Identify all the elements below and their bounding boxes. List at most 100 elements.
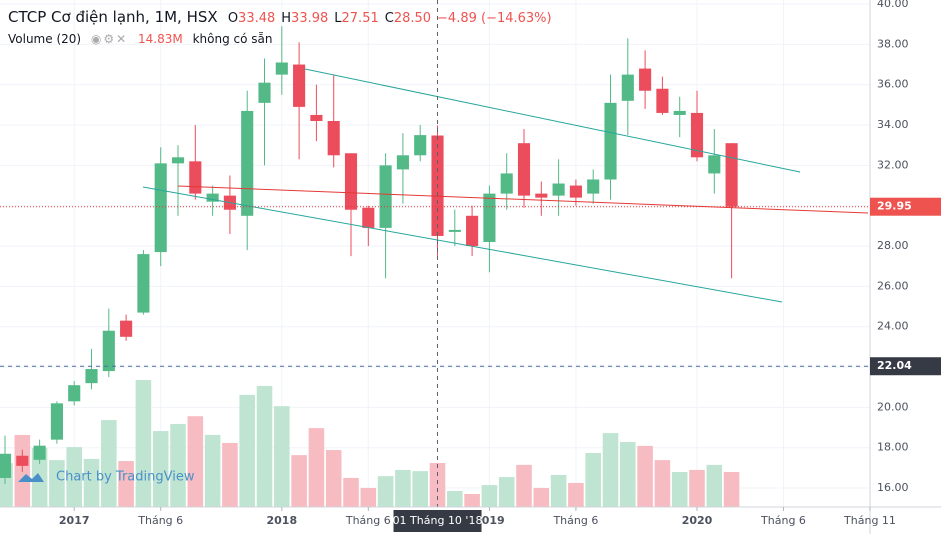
trend-line (142, 186, 783, 303)
candle-body (621, 74, 634, 101)
volume-bar (602, 433, 619, 507)
candle-body (448, 229, 461, 232)
volume-bar (723, 471, 740, 507)
candle-body (327, 121, 340, 156)
volume-bar (377, 476, 394, 507)
volume-bar (689, 469, 705, 507)
volume-bar (550, 474, 567, 507)
candle-body (137, 254, 150, 313)
y-tick-label: 36.00 (877, 78, 909, 91)
candle-body (0, 453, 12, 478)
x-tick-label: 2017 (59, 514, 90, 527)
volume-bar (291, 455, 307, 507)
volume-bar (49, 460, 65, 507)
candle-body (604, 102, 617, 180)
x-tick-label: 2018 (266, 514, 297, 527)
y-tick-label: 18.00 (877, 441, 909, 454)
candle-body (68, 385, 81, 402)
candle-body (241, 110, 254, 216)
candles (0, 26, 738, 485)
candle-body (50, 403, 63, 440)
y-tick-label: 28.00 (877, 239, 909, 252)
volume-bar (447, 490, 463, 507)
candle-body (85, 369, 98, 384)
candle-body (639, 68, 652, 91)
value: 27.51 (341, 11, 379, 26)
volume-bar (395, 469, 411, 507)
y-tick-label: 26.00 (877, 279, 909, 292)
volume-bar (343, 477, 359, 507)
candle-body (344, 153, 358, 210)
trend-line (304, 68, 801, 173)
candle-body (708, 155, 721, 174)
axes: 16.0018.0020.0022.0024.0026.0028.0030.00… (59, 0, 941, 532)
candle-body (362, 207, 375, 228)
candle-body (587, 179, 600, 194)
volume-bar (204, 434, 221, 507)
y-tick-label: 16.00 (877, 481, 909, 494)
x-tick-label: Tháng 6 (552, 514, 598, 527)
x-tick-label: Tháng 11 (843, 514, 896, 527)
y-tick-label: 24.00 (877, 320, 909, 333)
candle-body (535, 193, 548, 198)
volume-bar (637, 445, 653, 507)
watermark: Chart by TradingView (18, 470, 195, 485)
volume-bar (308, 428, 325, 507)
candle-body (673, 110, 686, 115)
volume-bar (654, 460, 671, 507)
candle-body (396, 155, 409, 170)
volume-bar (152, 431, 169, 507)
volume-bar (360, 488, 377, 507)
y-tick-label: 32.00 (877, 158, 909, 171)
candle-body (102, 330, 115, 372)
last-price-label: 29.95 (877, 200, 912, 213)
candle-body (189, 161, 202, 194)
trend-line (177, 185, 869, 214)
symbol-title: CTCP Cơ điện lạnh, 1M, HSX (8, 8, 218, 26)
volume-bar (135, 380, 152, 507)
x-tick-label: Tháng 6 (137, 514, 183, 527)
x-tick-label: 2019 (474, 514, 505, 527)
label: L (334, 11, 342, 26)
volume-bar (585, 453, 601, 507)
candle-body (552, 183, 565, 196)
volume-bar (170, 423, 186, 507)
candle-body (690, 112, 704, 158)
candle-body (293, 64, 306, 107)
volume-bar (83, 458, 100, 507)
watermark-text: Chart by TradingView (56, 470, 195, 485)
volume-bar (101, 420, 117, 507)
x-tick-label: Tháng 6 (760, 514, 806, 527)
volume-ma: không có sẵn (192, 32, 273, 46)
label: O (227, 11, 239, 26)
overlay (0, 0, 870, 507)
legend-header: CTCP Cơ điện lạnh, 1M, HSX O33.48 H33.98 L… (8, 8, 564, 26)
candle-body (16, 455, 29, 466)
volume-bar (66, 447, 83, 507)
volume-value: 14.83M (138, 32, 183, 46)
candle-body (656, 88, 669, 113)
volume-bar (118, 461, 134, 507)
candle-body (725, 143, 738, 207)
y-tick-label: 40.00 (877, 0, 909, 10)
volume-pane (0, 380, 740, 507)
volume-title: Volume (20) (8, 32, 82, 46)
icons[interactable]: ◉⚙✕ (90, 32, 129, 46)
candle-body (310, 114, 323, 122)
x-tick-label: 2020 (682, 514, 713, 527)
volume-bar (481, 485, 498, 507)
candle-body (483, 193, 496, 243)
label: H (281, 11, 292, 26)
candle-body (500, 173, 513, 194)
y-tick-label: 38.00 (877, 37, 909, 50)
volume-bar (568, 482, 584, 507)
candle-body (275, 62, 288, 75)
volume-bar (429, 463, 446, 507)
candle-body (171, 157, 185, 164)
volume-bar (412, 471, 428, 507)
y-tick-label: 20.00 (877, 400, 909, 413)
volume-bar (256, 385, 273, 507)
volume-legend: Volume (20) ◉⚙✕ 14.83M không có sẵn (8, 32, 278, 46)
